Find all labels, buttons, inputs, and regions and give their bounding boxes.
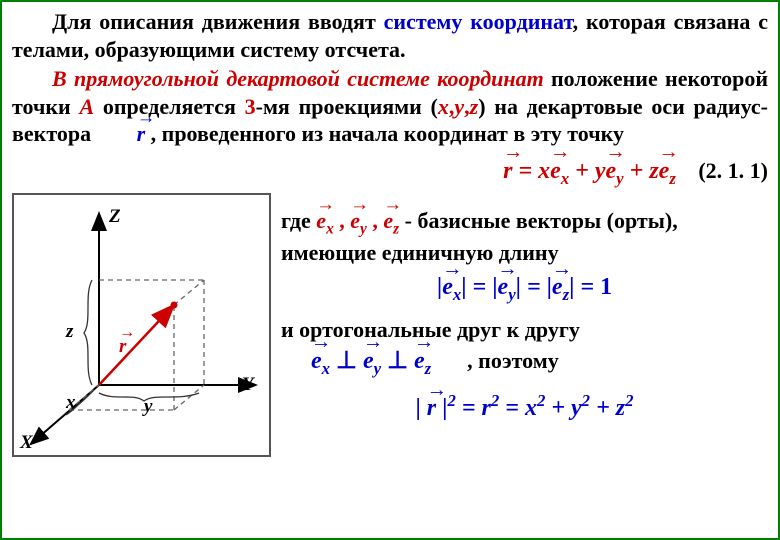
- unit-eq: |ex| = |ey| = |ez| = 1: [281, 272, 768, 306]
- mag-eq: | r |2 = r2 = x2 + y2 + z2: [281, 391, 768, 423]
- eq-p2: +: [624, 158, 650, 184]
- para2-f: -мя проекциями (: [256, 94, 438, 119]
- fig-X: X: [20, 431, 33, 455]
- para2-i: y: [454, 94, 464, 119]
- para2-e: 3: [245, 94, 256, 119]
- eq-y: y: [595, 158, 606, 184]
- ortho-eq: ex ⊥ ey ⊥ ez: [311, 348, 437, 374]
- eq-row: r = xex + yey + zez (2. 1. 1): [12, 156, 768, 190]
- eq-x: x: [538, 158, 550, 184]
- para2-c: A: [79, 94, 94, 119]
- fig-y: y: [144, 395, 152, 419]
- fig-z: z: [66, 320, 73, 344]
- para1-a: Для описания движения вводят: [52, 9, 384, 34]
- fig-Z: Z: [109, 205, 121, 229]
- fig-Y: Y: [242, 373, 254, 397]
- ortho-para: и ортогональные друг к другу: [281, 316, 768, 344]
- eq-z: z: [649, 158, 658, 184]
- eq-exs: x: [561, 168, 569, 187]
- fig-x: x: [66, 391, 76, 415]
- right-column: где ex , ey , ez - базисные векторы (орт…: [271, 193, 768, 423]
- para2-m: r: [97, 120, 146, 148]
- eq-ex: e: [550, 156, 561, 186]
- eq-p1: +: [569, 158, 595, 184]
- para2: В прямоугольной декартовой системе коорд…: [12, 65, 768, 148]
- para1: Для описания движения вводят систему коо…: [12, 8, 768, 63]
- coord-svg: [14, 195, 269, 455]
- eq211-num: (2. 1. 1): [698, 158, 768, 183]
- eq-ez: e: [659, 156, 670, 186]
- para2-g: x: [438, 94, 449, 119]
- eq-r: r: [503, 156, 512, 186]
- eq211: r = xex + yey + zez: [503, 158, 682, 184]
- content-row: Z Y X z y x r где ex , ey , ez - базисны…: [12, 193, 768, 457]
- eq-ezs: z: [669, 168, 676, 187]
- para2-k: z: [470, 94, 479, 119]
- eq-ey: e: [606, 156, 617, 186]
- fig-r: r: [119, 335, 126, 359]
- ortho-row: ex ⊥ ey ⊥ ez , поэтому: [281, 346, 768, 380]
- basis-a: где: [281, 208, 316, 233]
- eq-eys: y: [616, 168, 623, 187]
- coordinate-figure: Z Y X z y x r: [12, 193, 271, 457]
- basis-para: где ex , ey , ez - базисные векторы (орт…: [281, 207, 768, 266]
- basis-vectors: ex , ey , ez: [316, 208, 404, 233]
- para2-a: В прямоугольной декартовой системе коорд…: [52, 66, 544, 91]
- ortho-b: , поэтому: [467, 348, 559, 373]
- para1-b: систему координат: [384, 9, 573, 34]
- page: Для описания движения вводят систему коо…: [0, 0, 780, 540]
